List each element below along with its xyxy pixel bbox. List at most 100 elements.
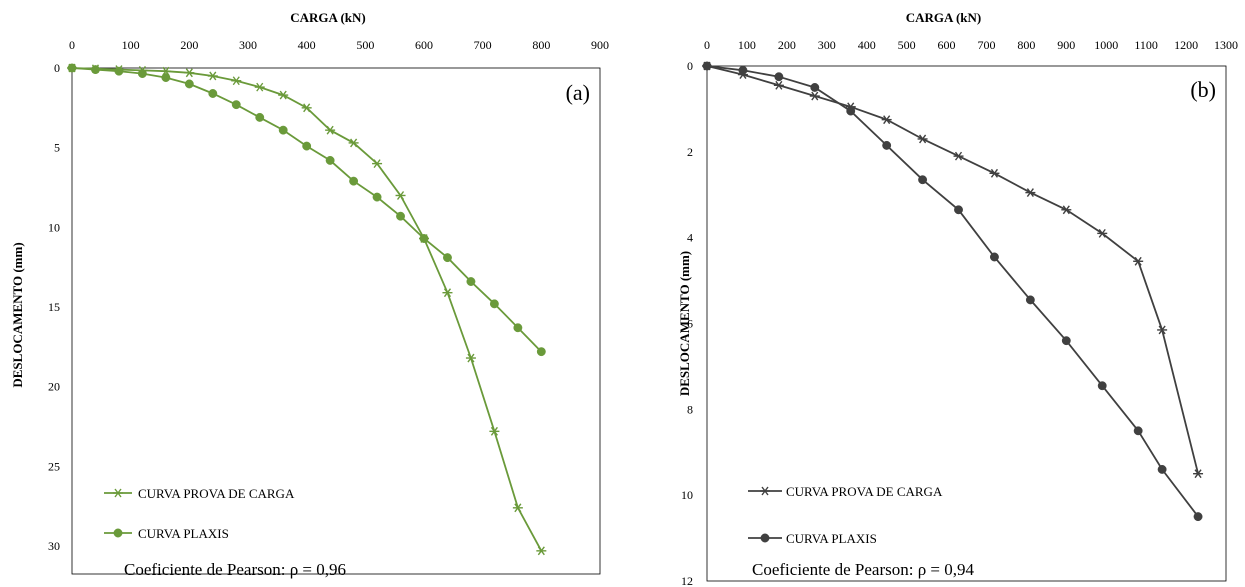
- x-axis-title: CARGA (kN): [290, 10, 365, 25]
- asterisk-stroke: [990, 168, 999, 178]
- asterisk-stroke: [256, 82, 264, 92]
- data-point: [809, 91, 820, 101]
- data-point: [114, 66, 124, 76]
- data-point: [348, 138, 359, 148]
- data-point: [255, 112, 265, 122]
- x-tick-label: 400: [858, 38, 876, 52]
- y-tick-label: 10: [681, 488, 693, 502]
- asterisk-stroke: [1062, 205, 1070, 215]
- data-point: [536, 546, 547, 556]
- x-tick-label: 100: [122, 38, 140, 52]
- data-point: [1157, 325, 1168, 335]
- data-point: [760, 533, 770, 543]
- data-point: [1097, 228, 1108, 238]
- data-point: [882, 140, 892, 150]
- data-point: [1097, 381, 1107, 391]
- x-tick-label: 300: [818, 38, 836, 52]
- data-point: [349, 176, 359, 186]
- data-point: [1061, 336, 1071, 346]
- x-axis-title: CARGA (kN): [906, 10, 981, 25]
- plot-border: [706, 65, 1227, 582]
- series-line: [71, 67, 543, 552]
- asterisk-stroke: [1194, 469, 1202, 479]
- y-tick-label: 12: [681, 574, 693, 587]
- x-tick-label: 400: [298, 38, 316, 52]
- data-point: [989, 168, 1000, 178]
- data-point: [372, 192, 382, 202]
- data-point: [254, 82, 265, 92]
- data-point: [137, 69, 147, 79]
- asterisk-stroke: [954, 151, 963, 161]
- data-point: [1193, 512, 1203, 522]
- x-tick-label: 900: [591, 38, 609, 52]
- data-point: [954, 205, 963, 215]
- legend-entry: CURVA PROVA DE CARGA: [138, 486, 295, 501]
- asterisk-stroke: [490, 426, 498, 436]
- y-tick-label: 30: [48, 539, 60, 553]
- data-point: [989, 252, 999, 262]
- data-point: [67, 63, 77, 73]
- data-point: [443, 253, 452, 263]
- data-point: [372, 159, 383, 169]
- asterisk-stroke: [1134, 256, 1142, 266]
- x-tick-label: 1200: [1174, 38, 1198, 52]
- data-point: [325, 125, 336, 135]
- data-point: [113, 528, 123, 538]
- x-tick-label: 0: [69, 38, 75, 52]
- data-point: [489, 299, 499, 309]
- asterisk-stroke: [514, 503, 522, 513]
- asterisk-stroke: [279, 90, 287, 100]
- data-point: [301, 103, 312, 113]
- data-point: [231, 76, 242, 86]
- asterisk-stroke: [467, 353, 475, 363]
- asterisk-stroke: [919, 134, 927, 144]
- asterisk-stroke: [1158, 325, 1166, 335]
- data-point: [419, 234, 429, 243]
- data-point: [760, 486, 770, 496]
- data-point: [465, 353, 476, 363]
- data-point: [184, 79, 194, 89]
- data-point: [91, 65, 100, 75]
- pearson-annotation: Coeficiente de Pearson: ρ = 0,96: [124, 560, 346, 579]
- panel-label: (b): [1190, 77, 1216, 102]
- asterisk-stroke: [443, 288, 452, 298]
- data-point: [917, 134, 928, 144]
- x-tick-label: 0: [704, 38, 710, 52]
- x-tick-label: 800: [532, 38, 550, 52]
- data-point: [810, 83, 820, 92]
- x-tick-label: 800: [1017, 38, 1035, 52]
- data-point: [1133, 426, 1143, 436]
- y-tick-label: 5: [54, 141, 60, 155]
- data-point: [278, 125, 288, 135]
- x-tick-label: 600: [938, 38, 956, 52]
- data-point: [325, 155, 335, 165]
- x-tick-label: 200: [778, 38, 796, 52]
- y-axis-title: DESLOCAMENTO (mm): [677, 251, 692, 396]
- y-tick-label: 6: [687, 317, 693, 331]
- panel-label: (a): [566, 80, 590, 105]
- asterisk-stroke: [811, 91, 819, 101]
- data-point: [1025, 295, 1035, 305]
- data-point: [918, 175, 928, 185]
- x-tick-label: 1300: [1214, 38, 1238, 52]
- data-point: [738, 65, 748, 75]
- data-point: [953, 151, 964, 161]
- data-point: [536, 347, 546, 357]
- data-point: [278, 90, 289, 100]
- asterisk-stroke: [209, 71, 217, 81]
- x-tick-label: 200: [180, 38, 198, 52]
- data-point: [513, 323, 523, 333]
- asterisk-stroke: [396, 191, 405, 200]
- y-tick-label: 2: [687, 145, 693, 159]
- data-point: [489, 426, 500, 436]
- y-axis-title: DESLOCAMENTO (mm): [10, 242, 25, 387]
- asterisk-stroke: [775, 80, 783, 90]
- asterisk-stroke: [185, 68, 193, 78]
- data-point: [113, 488, 123, 498]
- series-line: [706, 65, 1199, 518]
- x-tick-label: 1000: [1094, 38, 1118, 52]
- data-point: [1133, 256, 1144, 266]
- x-tick-label: 700: [474, 38, 492, 52]
- data-point: [1025, 188, 1036, 198]
- y-tick-label: 4: [687, 231, 693, 245]
